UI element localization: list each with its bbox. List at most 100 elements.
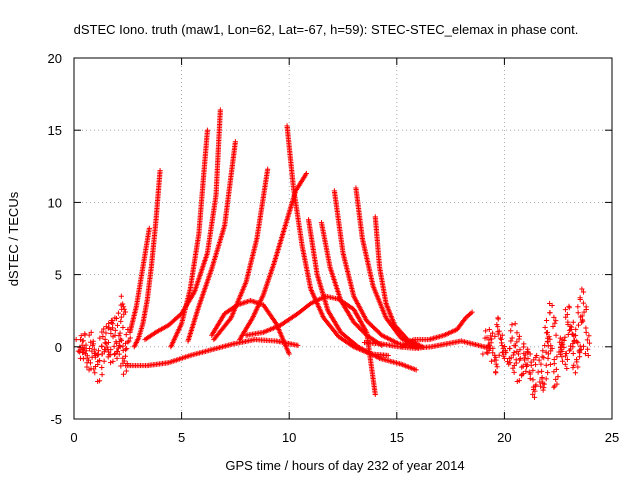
data-point — [564, 365, 570, 372]
data-point — [504, 359, 511, 365]
data-point — [113, 340, 120, 346]
data-point — [112, 327, 118, 333]
series-arc-d — [168, 127, 211, 350]
data-point — [117, 344, 123, 350]
data-point — [103, 330, 109, 336]
data-point — [488, 333, 494, 339]
data-point — [106, 321, 112, 327]
data-point — [95, 348, 102, 354]
data-point — [542, 342, 548, 349]
data-point — [96, 378, 103, 384]
data-point — [512, 343, 519, 349]
data-point — [571, 362, 577, 368]
data-point — [564, 311, 570, 318]
data-point — [492, 357, 498, 363]
data-point — [553, 376, 559, 382]
data-point — [100, 333, 106, 340]
data-point — [488, 358, 495, 364]
data-point — [120, 371, 127, 377]
data-point — [578, 319, 585, 325]
data-point — [542, 324, 548, 331]
series-arc-n — [398, 309, 475, 350]
data-point — [232, 139, 238, 145]
data-point — [543, 376, 549, 382]
data-point — [523, 368, 529, 375]
data-point — [544, 329, 551, 335]
data-point — [97, 357, 103, 364]
data-point — [99, 364, 105, 371]
data-point — [586, 333, 592, 339]
data-point — [265, 166, 271, 172]
data-point — [562, 307, 569, 313]
data-point — [530, 391, 536, 397]
data-point — [552, 320, 558, 326]
data-point — [90, 342, 96, 349]
data-point — [511, 349, 517, 356]
x-tick-label: 25 — [605, 430, 619, 445]
data-point — [551, 369, 557, 375]
data-point — [496, 352, 502, 358]
series-arc-f — [211, 166, 271, 343]
data-point — [115, 310, 122, 316]
data-point — [303, 170, 310, 177]
data-point — [527, 351, 533, 357]
data-point — [553, 332, 559, 338]
data-point — [125, 326, 131, 333]
x-tick-label: 15 — [390, 430, 404, 445]
data-point — [118, 302, 124, 308]
data-point — [522, 352, 528, 358]
series-noise-b — [75, 293, 131, 370]
series-arc-m — [372, 214, 426, 350]
data-point — [512, 321, 518, 327]
data-point — [501, 355, 507, 361]
data-point — [576, 348, 582, 354]
data-point — [553, 366, 559, 373]
data-point — [482, 335, 488, 341]
data-point — [105, 339, 112, 346]
data-point — [545, 351, 552, 357]
data-point — [583, 306, 589, 313]
data-point — [84, 364, 90, 370]
data-point — [527, 375, 533, 382]
data-point — [548, 343, 554, 349]
data-point — [556, 349, 562, 355]
data-point — [530, 377, 536, 383]
data-point — [572, 337, 578, 344]
data-point — [480, 351, 486, 357]
data-point — [483, 328, 489, 334]
data-point — [502, 347, 508, 353]
data-point — [91, 346, 97, 352]
data-point — [88, 329, 94, 335]
y-tick-label: 5 — [55, 268, 62, 283]
data-point — [545, 370, 551, 376]
data-point — [565, 319, 571, 325]
data-point — [531, 394, 538, 400]
data-point — [114, 348, 120, 354]
data-point — [577, 295, 583, 301]
data-point — [533, 354, 539, 360]
data-point — [105, 354, 111, 360]
data-point — [533, 382, 539, 388]
data-point — [80, 356, 87, 362]
data-point — [489, 330, 496, 336]
data-point — [499, 332, 505, 338]
data-point — [359, 327, 365, 334]
data-point — [551, 384, 557, 390]
data-point — [570, 365, 576, 371]
data-point — [355, 324, 362, 330]
data-point — [494, 322, 500, 328]
data-point — [575, 340, 581, 346]
data-point — [108, 319, 115, 326]
data-point — [528, 359, 534, 365]
data-point — [519, 371, 525, 377]
data-point — [564, 356, 570, 363]
data-point — [495, 316, 501, 322]
data-point — [543, 317, 550, 324]
data-point — [372, 391, 378, 398]
data-point — [498, 336, 504, 342]
data-point — [566, 305, 572, 311]
data-point — [492, 333, 498, 339]
series-arc-b — [127, 225, 152, 335]
data-point — [103, 340, 109, 346]
y-tick-label: 20 — [48, 51, 62, 66]
